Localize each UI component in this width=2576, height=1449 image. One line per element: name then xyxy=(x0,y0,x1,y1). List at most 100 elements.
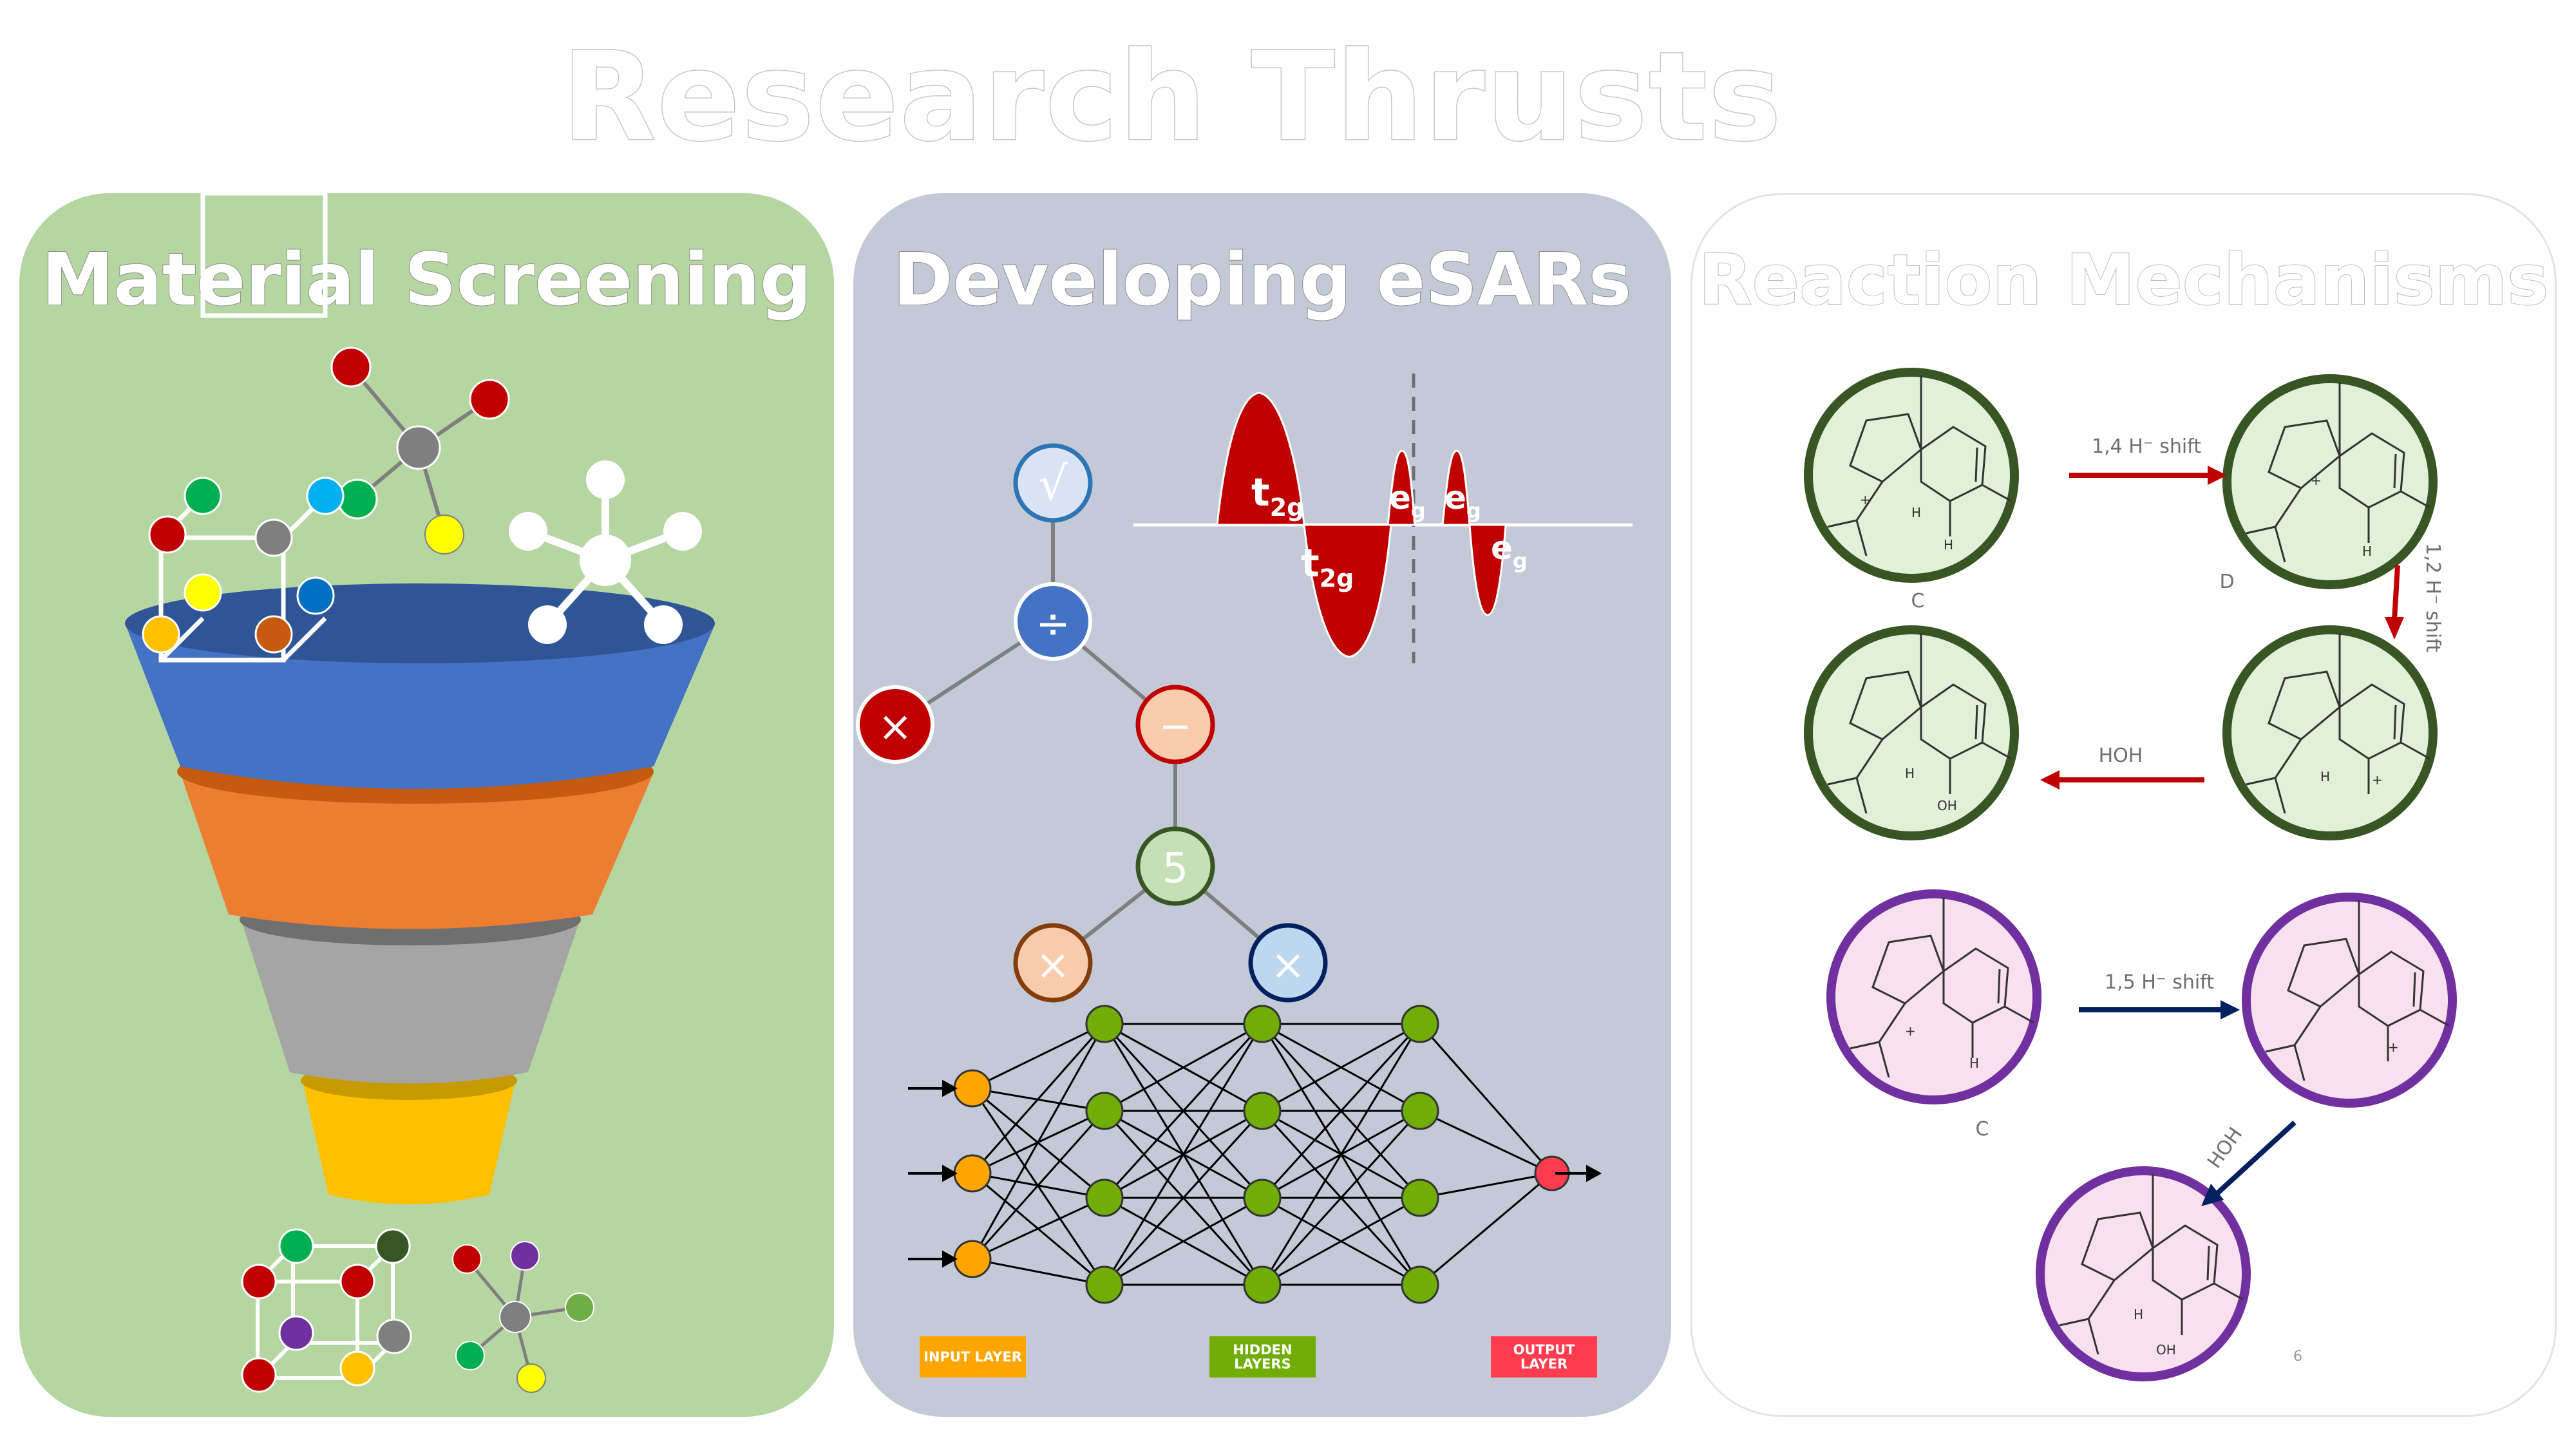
atom-oh-1: OH xyxy=(1937,798,1957,813)
nn-hidden-node xyxy=(1085,1005,1124,1043)
structure-purple-alcohol: H OH xyxy=(2036,1166,2251,1381)
output-layer-label: OUTPUT LAYER xyxy=(1491,1336,1597,1378)
eg-label-1: e xyxy=(1389,479,1411,516)
label-15-shift: 1,5 H⁻ shift xyxy=(2105,971,2214,994)
nn-edge xyxy=(1103,1023,1264,1199)
nn-hidden-node xyxy=(1243,1092,1282,1130)
nn-edge xyxy=(1419,1110,1553,1175)
esar-illustration: √ ÷ × − 5 × × xyxy=(856,374,1633,1304)
nn-edge xyxy=(1261,1110,1421,1286)
nn-edge xyxy=(972,1258,1105,1286)
nn-edge xyxy=(1261,1023,1421,1285)
nn-hidden-node xyxy=(1085,1179,1124,1217)
nn-input-node xyxy=(953,1154,992,1193)
atom-plus-2: + xyxy=(2311,473,2322,488)
tree-times-label: × xyxy=(878,703,913,751)
material-screening-panel: Material Screening xyxy=(19,193,834,1417)
arrow-hoh-2: HOH xyxy=(2201,1121,2297,1206)
atom-h-2: H xyxy=(1944,537,1953,553)
arrow-hoh-1: HOH xyxy=(2040,744,2204,790)
eg-sub-1: g xyxy=(1411,498,1426,523)
structure-c-alcohol: H OH xyxy=(1804,625,2019,840)
nn-hidden-node xyxy=(1243,1265,1282,1304)
tree-five-label: 5 xyxy=(1162,845,1189,893)
nn-input-node xyxy=(953,1069,992,1108)
nn-edge xyxy=(1103,1110,1264,1286)
nn-edge xyxy=(1104,1197,1263,1286)
arrow-12-shift: 1,2 H⁻ shift xyxy=(2385,543,2444,652)
nn-edge xyxy=(1261,1023,1421,1199)
tree-node-times-orange: × xyxy=(1013,923,1093,1003)
nn-edge xyxy=(971,1023,1106,1260)
atom-oh-2: OH xyxy=(2156,1342,2176,1358)
hidden-layers-label: HIDDEN LAYERS xyxy=(1209,1336,1316,1378)
nn-edge xyxy=(1104,1023,1263,1112)
nn-hidden-node xyxy=(1401,1092,1439,1130)
nn-edge xyxy=(1419,1172,1553,1199)
expression-tree-edges xyxy=(894,483,1289,965)
tree-node-divide: ÷ xyxy=(1014,582,1092,661)
neural-network-edges xyxy=(971,1023,1553,1286)
crystal-cube-bottom xyxy=(256,1244,395,1380)
tree-node-root: √ xyxy=(1013,443,1093,523)
svg-text:eg: eg xyxy=(1444,479,1481,523)
label-c-top: C xyxy=(1911,590,1925,612)
arrow-14-shift: 1,4 H⁻ shift xyxy=(2069,435,2227,485)
atom-plus-4: + xyxy=(1905,1023,1916,1039)
svg-text:eg: eg xyxy=(1491,529,1528,573)
label-d: D xyxy=(2219,571,2234,593)
tree-root-label: √ xyxy=(1038,457,1068,511)
nn-edge xyxy=(971,1023,1106,1174)
structure-c-purple: + H xyxy=(1826,889,2041,1104)
atom-h-5: H xyxy=(2320,769,2330,784)
arrow-15-shift: 1,5 H⁻ shift xyxy=(2079,971,2240,1019)
tree-times-orange-label: × xyxy=(1036,942,1070,989)
svg-text:t2g: t2g xyxy=(1301,541,1354,592)
nn-hidden-node xyxy=(1401,1265,1439,1304)
label-c-bottom: C xyxy=(1976,1118,1989,1141)
nn-hidden-node xyxy=(1401,1005,1439,1043)
atom-h-4: H xyxy=(1905,766,1915,781)
nn-edge xyxy=(1262,1023,1421,1112)
orbital-diagram: t2g t2g eg eg eg xyxy=(1133,374,1633,663)
reaction-mechanisms-panel: Reaction Mechanisms + H H xyxy=(1690,193,2557,1417)
structure-c-top: + H H xyxy=(1804,368,2019,583)
label-hoh-2: HOH xyxy=(2203,1123,2247,1172)
atom-h-6: H xyxy=(1969,1056,1979,1071)
atom-plus-3: + xyxy=(2372,772,2383,788)
input-arrows xyxy=(908,1079,1602,1268)
tree-node-times-red: × xyxy=(856,685,934,764)
t2g-label-top: t xyxy=(1251,470,1270,515)
funnel xyxy=(125,583,715,1204)
eg-sub-3: g xyxy=(1513,549,1528,573)
nn-hidden-node xyxy=(1243,1179,1282,1217)
nn-edge xyxy=(1419,1172,1553,1286)
atom-h-1: H xyxy=(1911,505,1921,520)
atom-plus-1: + xyxy=(1860,492,1871,507)
atom-plus-5: + xyxy=(2388,1039,2399,1055)
atom-h-3: H xyxy=(2362,544,2372,559)
nn-edge xyxy=(972,1023,1105,1090)
nn-input-node xyxy=(953,1240,992,1278)
tree-divide-label: ÷ xyxy=(1036,600,1070,648)
tree-node-minus: − xyxy=(1135,685,1215,764)
t2g-sub-bottom: 2g xyxy=(1320,564,1354,592)
funnel-illustration xyxy=(125,193,715,1393)
nn-hidden-node xyxy=(1401,1179,1439,1217)
svg-text:eg: eg xyxy=(1389,479,1426,523)
nn-edge xyxy=(972,1197,1105,1260)
main-title: Research Thrusts xyxy=(561,25,1783,169)
atom-h-7: H xyxy=(2134,1307,2143,1322)
eg-label-2: e xyxy=(1444,479,1466,516)
svg-text:t2g: t2g xyxy=(1251,470,1304,522)
structure-purple-cation: + xyxy=(2242,893,2457,1108)
tree-minus-label: − xyxy=(1159,704,1191,749)
structure-d: + H xyxy=(2222,374,2438,589)
t2g-sub-top: 2g xyxy=(1270,493,1305,522)
structure-d-rearranged: H + xyxy=(2222,625,2438,840)
esar-panel: Developing eSARs √ ÷ × − 5 xyxy=(853,193,1671,1417)
page-number: 6 xyxy=(2293,1349,2302,1365)
nn-edge xyxy=(1262,1197,1421,1286)
nn-edge xyxy=(971,1110,1106,1260)
label-12-shift: 1,2 H⁻ shift xyxy=(2421,543,2444,652)
